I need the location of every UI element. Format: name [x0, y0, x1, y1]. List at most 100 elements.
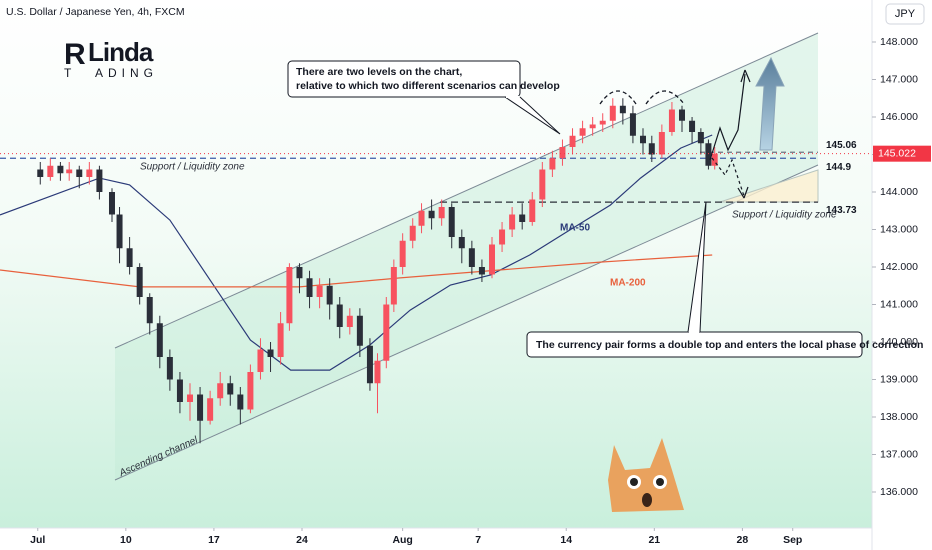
candle-body: [207, 398, 214, 421]
cat-sticker: [608, 438, 684, 512]
x-tick-label: Jul: [30, 534, 45, 546]
currency: JPY: [895, 8, 916, 20]
scenario-up: [709, 73, 746, 161]
candle-body: [678, 109, 685, 121]
candle-body: [418, 210, 425, 226]
x-tick-label: 7: [475, 534, 481, 546]
channel-fill: [115, 33, 818, 480]
candle-body: [529, 199, 536, 222]
candle-body: [569, 135, 576, 147]
logo-text: ADING: [95, 66, 158, 80]
candle-body: [689, 120, 696, 132]
candle-body: [116, 214, 123, 249]
level-label: 143.73: [826, 205, 857, 216]
last-price-badge: [873, 145, 931, 162]
candle-body: [539, 169, 546, 200]
candle-body: [589, 124, 596, 129]
candle-body: [428, 210, 435, 219]
candle-body: [187, 394, 194, 402]
note-box: [287, 60, 521, 98]
cat-mouth: [642, 493, 652, 507]
candle-body: [629, 113, 636, 136]
candle-body: [509, 214, 516, 230]
candle-body: [711, 153, 718, 166]
candle-body: [66, 169, 73, 174]
candle-body: [356, 315, 363, 346]
x-tick-label: Sep: [783, 534, 802, 546]
y-tick-label: 136.000: [880, 486, 918, 498]
x-tick-label: 14: [560, 534, 572, 546]
series-layer: [0, 98, 818, 444]
time-axis-panel: [0, 528, 872, 550]
candle-body: [668, 109, 675, 132]
logo-text: T: [64, 66, 73, 80]
candle-body: [277, 323, 284, 357]
x-tick-label: 17: [208, 534, 220, 546]
candle-body: [156, 323, 163, 357]
y-tick-label: 138.000: [880, 411, 918, 423]
candle-body: [383, 304, 390, 361]
candle-body: [366, 345, 373, 384]
candle-body: [399, 240, 406, 267]
y-tick-label: 141.000: [880, 298, 918, 310]
double-top-arcs: [599, 90, 685, 105]
candle-body: [146, 297, 153, 324]
candle-body: [374, 360, 381, 384]
candle-body: [579, 128, 586, 136]
candle-body: [108, 192, 115, 215]
candle-body: [197, 394, 204, 421]
candle-body: [609, 105, 616, 121]
candle-body: [86, 169, 93, 177]
candle-body: [136, 267, 143, 297]
zone-label: Support / Liquidity zone: [732, 210, 837, 221]
y-tick-label: 139.000: [880, 373, 918, 385]
level-label: 144.9: [826, 162, 851, 173]
y-tick-label: 146.000: [880, 111, 918, 123]
candle-body: [648, 143, 655, 155]
candle-body: [267, 349, 274, 357]
candle-body: [549, 158, 556, 170]
candle-body: [237, 394, 244, 410]
candle-body: [478, 267, 485, 275]
candle-body: [705, 143, 712, 166]
big-arrow: [755, 56, 785, 151]
candle-body: [697, 132, 704, 144]
last-price-label: 145.022: [878, 147, 916, 159]
candle-body: [227, 383, 234, 395]
candle-body: [438, 207, 445, 219]
logo: R Linda T ADING: [64, 37, 158, 80]
candle-body: [658, 132, 665, 155]
ma-label: MA-50: [560, 223, 590, 234]
logo-text: R: [64, 38, 86, 71]
currency-badge: [885, 3, 925, 25]
scenario-up-head: [740, 69, 751, 83]
ma-label: MA-200: [610, 278, 646, 289]
x-tick-label: 24: [296, 534, 308, 546]
candle-body: [599, 120, 606, 125]
candle-body: [316, 285, 323, 297]
candle-body: [488, 244, 495, 275]
candle-body: [126, 248, 133, 267]
scenario-down-head: [737, 186, 749, 199]
candle-body: [306, 278, 313, 297]
level-label: 145.06: [826, 140, 857, 151]
candle-body: [57, 165, 64, 174]
y-tick-label: 144.000: [880, 186, 918, 198]
candle-body: [409, 225, 416, 241]
candle-body: [619, 105, 626, 114]
candle-body: [336, 304, 343, 327]
candle-body: [247, 372, 254, 410]
cat-head: [608, 438, 684, 512]
candle-body: [468, 248, 475, 267]
y-tick-label: 137.000: [880, 448, 918, 460]
candle-body: [458, 237, 465, 249]
y-tick-label: 140.000: [880, 336, 918, 348]
note-text: The currency pair forms a double top and…: [536, 339, 923, 351]
candle-body: [176, 379, 183, 402]
candle-body: [499, 229, 506, 245]
logo-text: Linda: [88, 37, 154, 67]
candle-body: [37, 169, 44, 177]
candle-body: [47, 165, 54, 177]
channel-lower: [114, 164, 819, 481]
